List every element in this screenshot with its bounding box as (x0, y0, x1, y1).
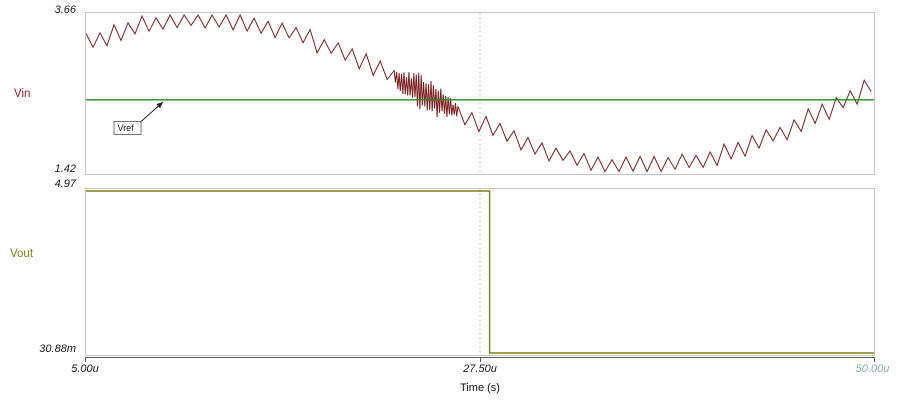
vin-axis-min-label: 1.42 (54, 163, 76, 175)
vout-signal-label: Vout (10, 248, 34, 260)
vref-annotation-text: Vref (118, 123, 135, 133)
vin-axis-max-label: 3.66 (54, 4, 76, 16)
time-tick-label-50u: 50.00u (855, 363, 890, 375)
vref-annotation-box (113, 121, 142, 135)
vin-waveform-canvas: Vref (86, 13, 874, 174)
time-axis-line (85, 357, 875, 358)
time-axis-title: Time (s) (460, 382, 500, 394)
vin-plot-area[interactable]: Vref (85, 12, 875, 175)
vref-annotation-arrowhead (156, 101, 164, 109)
vout-plot-area[interactable] (85, 188, 875, 356)
vin-signal-label: Vin (14, 88, 31, 100)
time-axis-tick-27u (480, 358, 481, 362)
vout-axis-max-label: 4.97 (54, 178, 76, 190)
vout-axis-min-label: 30.88m (39, 343, 76, 355)
time-axis-tick-5u (85, 358, 86, 362)
vin-trace (86, 13, 872, 173)
time-tick-label-27u: 27.50u (463, 363, 497, 375)
time-tick-label-5u: 5.00u (71, 363, 99, 375)
vout-waveform-canvas (86, 189, 874, 355)
vout-trace (86, 190, 874, 354)
time-axis-tick-50u (874, 358, 875, 362)
